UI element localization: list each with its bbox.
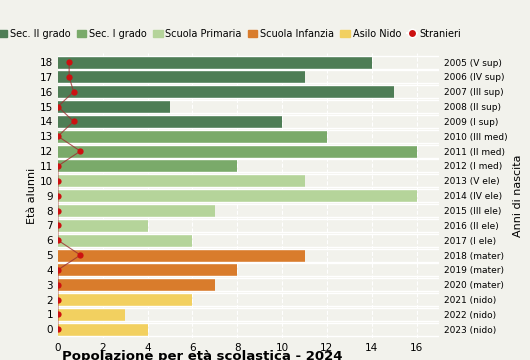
Bar [58,293,192,306]
Bar [58,278,215,291]
Text: Popolazione per età scolastica - 2024: Popolazione per età scolastica - 2024 [61,350,342,360]
Bar [58,264,237,276]
Bar [58,100,170,113]
Y-axis label: Età alunni: Età alunni [27,167,37,224]
Bar [58,189,417,202]
Bar [58,174,305,187]
Legend: Sec. II grado, Sec. I grado, Scuola Primaria, Scuola Infanzia, Asilo Nido, Stran: Sec. II grado, Sec. I grado, Scuola Prim… [0,25,465,42]
Bar [58,308,125,321]
Bar [58,145,417,158]
Bar [58,130,327,143]
Bar [58,204,215,217]
Bar [58,85,394,98]
Bar [58,55,372,68]
Y-axis label: Anni di nascita: Anni di nascita [513,154,523,237]
Bar [58,115,282,128]
Bar [58,70,305,84]
Bar [58,219,147,232]
Bar [58,323,147,336]
Bar [58,159,237,172]
Bar [58,248,305,262]
Bar [58,234,192,247]
